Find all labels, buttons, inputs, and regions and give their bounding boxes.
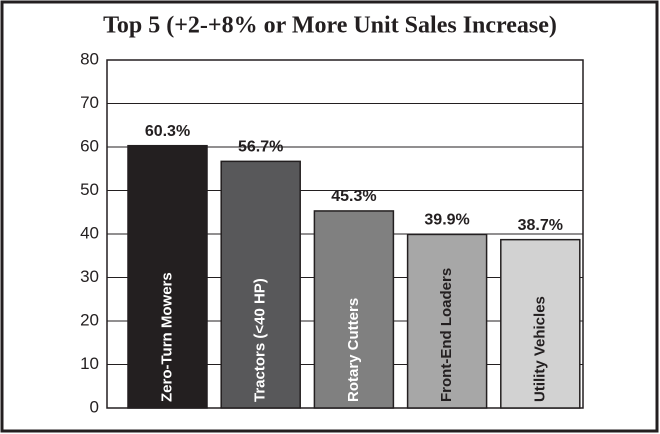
value-label: 39.9% <box>424 212 469 229</box>
y-tick-label: 50 <box>80 180 99 199</box>
y-tick-label: 10 <box>80 354 99 373</box>
value-label: 56.7% <box>238 139 283 156</box>
bar <box>313 210 395 409</box>
category-label: Rotary Cutters <box>345 298 362 402</box>
bar <box>220 160 301 409</box>
y-tick-label: 30 <box>80 267 99 286</box>
bar <box>406 233 488 409</box>
y-tick-label: 20 <box>80 310 99 329</box>
y-tick-label: 0 <box>90 397 99 416</box>
y-tick-label: 40 <box>80 223 99 242</box>
value-label: 60.3% <box>145 123 190 140</box>
y-tick-label: 80 <box>80 49 99 68</box>
value-label: 38.7% <box>518 217 563 234</box>
value-label: 45.3% <box>331 188 376 205</box>
y-tick-label: 70 <box>80 93 99 112</box>
bar <box>127 144 208 409</box>
category-label: Zero-Turn Mowers <box>158 272 175 402</box>
y-tick-label: 60 <box>80 136 99 155</box>
chart-title: Top 5 (+2-+8% or More Unit Sales Increas… <box>103 13 557 39</box>
category-label: Utility Vehicles <box>531 296 548 402</box>
bar <box>500 238 581 409</box>
category-label: Tractors (<40 HP) <box>252 278 269 402</box>
category-label: Front-End Loaders <box>438 268 455 402</box>
